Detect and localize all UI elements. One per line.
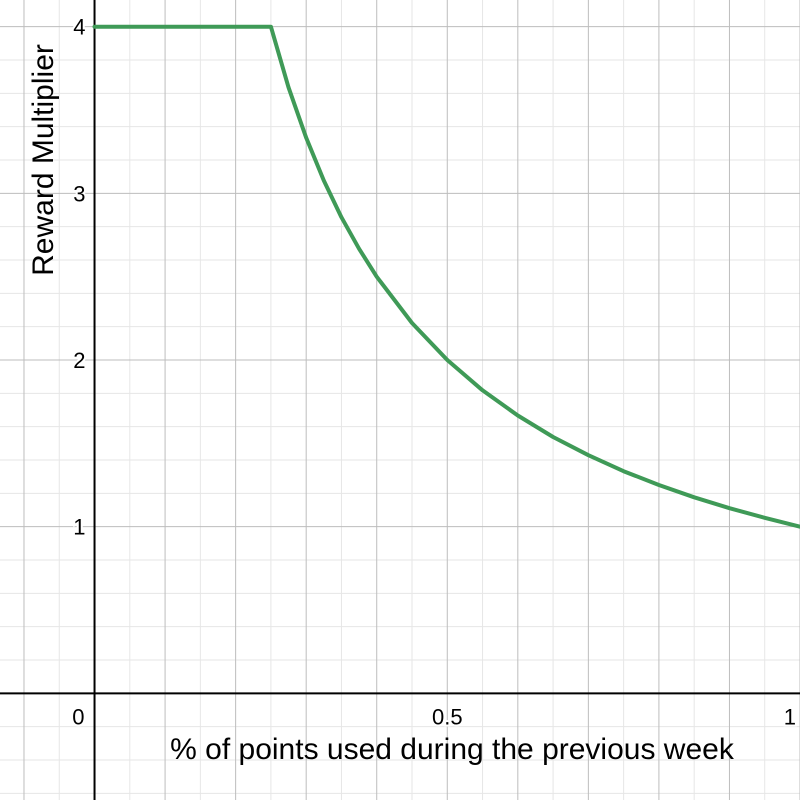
- y-axis-label: Reward Multiplier: [27, 44, 60, 276]
- x-axis-label: % of points used during the previous wee…: [170, 733, 735, 766]
- x-tick-label: 1: [784, 704, 796, 729]
- x-tick-label: 0: [72, 704, 84, 729]
- series-line-1: [92, 24, 800, 529]
- y-tick-label: 2: [73, 348, 85, 373]
- x-tick-label: 0.5: [432, 704, 463, 729]
- y-tick-label: 1: [73, 515, 85, 540]
- y-tick-label: 4: [73, 15, 85, 40]
- series-layer: [92, 24, 800, 529]
- y-tick-label: 3: [73, 181, 85, 206]
- tick-labels: 0 0.5 1 1 2 3 4: [70, 13, 798, 732]
